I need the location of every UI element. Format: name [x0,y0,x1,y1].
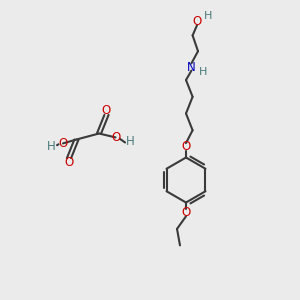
Text: H: H [204,11,213,21]
Text: H: H [199,68,207,77]
Text: O: O [182,140,190,154]
Text: O: O [102,104,111,118]
Text: O: O [64,155,74,169]
Text: O: O [111,131,120,144]
Text: H: H [126,135,135,148]
Text: O: O [193,15,202,28]
Text: O: O [58,137,68,150]
Text: H: H [47,140,56,154]
Text: N: N [187,61,196,74]
Text: O: O [182,206,190,219]
